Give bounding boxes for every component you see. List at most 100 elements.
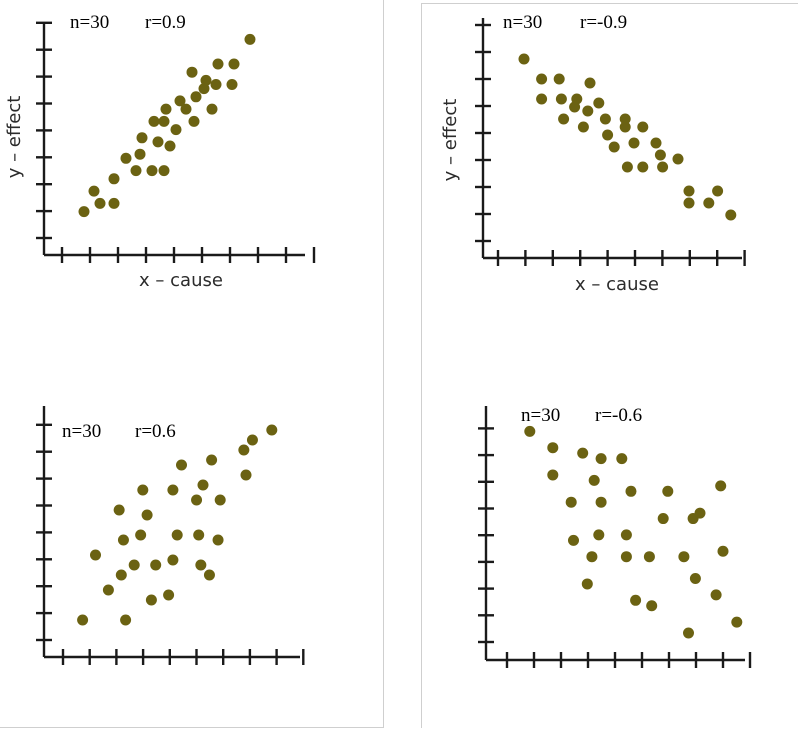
data-point [524, 425, 536, 437]
data-point [130, 165, 142, 177]
data-point [654, 149, 666, 161]
data-point [180, 103, 192, 115]
data-point [190, 91, 202, 103]
data-point [158, 165, 170, 177]
data-point [214, 494, 226, 506]
r-label: r=0.6 [135, 421, 176, 442]
data-point [518, 53, 530, 65]
data-point [637, 121, 649, 133]
data-point [137, 484, 149, 496]
data-point [725, 209, 737, 221]
data-point [246, 434, 258, 446]
data-point [571, 93, 583, 105]
data-point [117, 534, 129, 546]
data-point [593, 97, 605, 109]
data-point [621, 161, 633, 173]
data-point [657, 513, 669, 525]
data-point [228, 58, 240, 70]
data-point [547, 442, 559, 454]
data-point [188, 115, 200, 127]
data-point [200, 74, 212, 86]
y-axis-label: y – effect [4, 96, 25, 179]
n-label: n=30 [70, 12, 109, 33]
data-point [672, 153, 684, 165]
data-point [212, 534, 224, 546]
data-point [683, 627, 694, 639]
data-point [197, 479, 209, 491]
data-point [547, 469, 559, 481]
data-point [146, 165, 158, 177]
data-point [683, 197, 695, 209]
data-point [145, 594, 157, 606]
n-label: n=30 [521, 405, 560, 426]
data-point [94, 197, 106, 209]
data-point [113, 504, 125, 516]
data-point [710, 589, 722, 601]
data-point [164, 140, 176, 152]
data-point [78, 206, 90, 218]
data-point [678, 551, 690, 563]
data-point [120, 152, 132, 164]
data-point [195, 559, 207, 571]
scatter-chart-bottom-right: n=30 r=-0.6 [478, 405, 752, 668]
data-point [717, 545, 729, 557]
data-point [586, 551, 598, 563]
data-point [657, 161, 669, 173]
data-point [558, 113, 570, 125]
data-point [210, 79, 222, 90]
data-point [646, 600, 658, 612]
data-point [115, 569, 127, 581]
data-point [599, 113, 611, 125]
data-point [186, 66, 198, 78]
data-point [643, 551, 655, 563]
data-point [102, 584, 114, 596]
panel-corner [786, 680, 800, 729]
data-point [608, 141, 620, 153]
data-point [628, 137, 640, 149]
data-point [108, 173, 120, 185]
data-point [662, 485, 674, 497]
scatter-chart-top-left: n=30 r=0.9 x – cause y – effect [4, 12, 316, 291]
data-point [206, 103, 218, 115]
data-point [584, 77, 596, 89]
data-point [226, 79, 238, 90]
data-point [77, 614, 89, 626]
data-point [90, 549, 101, 561]
data-point [244, 33, 256, 45]
data-point [167, 484, 179, 496]
data-point [198, 83, 210, 95]
data-point [128, 559, 140, 571]
data-point [568, 534, 579, 546]
data-point [619, 113, 631, 125]
data-point [694, 507, 706, 519]
data-point [577, 447, 589, 459]
data-point [163, 589, 175, 601]
data-point [240, 469, 252, 481]
data-point [120, 614, 132, 626]
data-point [595, 453, 607, 465]
data-point [683, 185, 695, 197]
n-label: n=30 [503, 12, 542, 33]
data-point [703, 197, 715, 209]
data-point [170, 124, 182, 136]
data-point [266, 424, 278, 436]
data-point [174, 95, 186, 107]
data-point [620, 529, 632, 541]
data-point [555, 93, 567, 105]
data-point [715, 480, 727, 492]
data-point [593, 529, 605, 541]
data-point [577, 121, 589, 133]
data-point [212, 58, 224, 70]
data-point [565, 496, 577, 508]
data-point [134, 148, 146, 160]
y-axis-label: y – effect [440, 99, 461, 182]
data-point [238, 444, 250, 456]
data-point [689, 573, 701, 584]
data-point [602, 129, 614, 141]
data-point [630, 594, 642, 606]
r-label: r=-0.6 [595, 405, 642, 426]
data-point [625, 485, 637, 497]
data-point [136, 132, 148, 144]
scatter-chart-bottom-left: n=30 r=0.6 [36, 406, 305, 665]
